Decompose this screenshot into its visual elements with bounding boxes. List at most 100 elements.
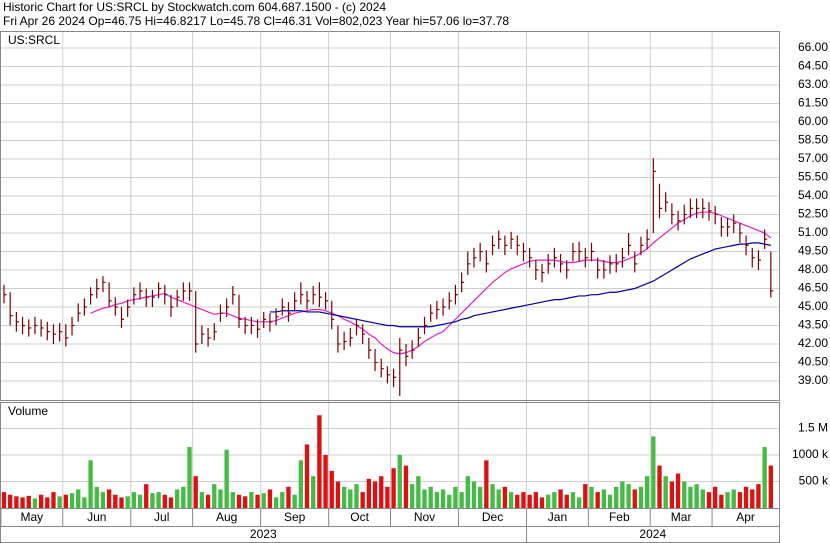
x-tick-label: Jan	[548, 510, 567, 524]
x-tick-label: Apr	[736, 510, 755, 524]
volume-bar	[317, 415, 322, 508]
volume-bar	[360, 492, 365, 508]
volume-bar	[533, 492, 538, 508]
grid-layer	[0, 32, 779, 508]
volume-bar	[515, 494, 520, 508]
x-tick-label: Aug	[216, 510, 237, 524]
volume-bar	[292, 494, 297, 508]
y-tick-label: 45.00	[798, 299, 828, 313]
volume-bar	[323, 455, 328, 508]
volume-bar	[663, 476, 668, 508]
volume-bar	[26, 495, 31, 508]
volume-bar	[1, 492, 7, 508]
volume-bar	[8, 494, 13, 508]
volume-bar	[589, 486, 594, 508]
volume-bar	[280, 492, 285, 508]
y-tick-label: 52.50	[798, 207, 828, 221]
volume-bar	[564, 494, 569, 508]
volume-bar	[422, 489, 427, 508]
y-tick-label: 66.00	[798, 40, 828, 54]
volume-bar	[156, 492, 161, 508]
volume-bar	[218, 489, 223, 508]
volume-bar	[113, 494, 118, 508]
volume-bar	[539, 497, 545, 508]
x-tick-label: Jun	[87, 510, 106, 524]
volume-bar	[168, 497, 174, 508]
volume-bar	[403, 465, 409, 508]
volume-bar	[205, 494, 211, 508]
volume-bar	[644, 476, 650, 508]
y-tick-label: 51.00	[798, 225, 828, 239]
volume-bar	[632, 489, 637, 508]
volume-bar	[45, 497, 50, 508]
volume-bar	[131, 492, 137, 508]
volume-bar	[434, 492, 440, 508]
y-tick-label: 46.50	[798, 281, 828, 295]
volume-bar	[465, 476, 470, 508]
volume-bar	[286, 486, 291, 508]
volume-bar	[719, 494, 724, 508]
y-tick-label: 60.00	[798, 114, 828, 128]
volume-bar	[162, 494, 167, 508]
y-tick-label: 48.00	[798, 262, 828, 276]
volume-bar	[409, 484, 415, 508]
volume-bar	[14, 496, 19, 508]
x-tick-label: Mar	[671, 510, 692, 524]
volume-bar	[651, 436, 656, 508]
volume-bar	[391, 468, 396, 508]
y-tick-label: 42.00	[798, 336, 828, 350]
volume-bar	[750, 489, 755, 508]
volume-bar	[478, 486, 483, 508]
volume-bar	[379, 476, 384, 508]
volume-bar	[508, 492, 514, 508]
volume-bar	[32, 498, 38, 508]
volume-bar	[224, 449, 229, 508]
volume-bar	[348, 489, 353, 508]
volume-bar	[51, 492, 56, 508]
y-tick-label: 55.50	[798, 170, 828, 184]
volume-bar	[106, 489, 112, 508]
volume-bar	[267, 489, 273, 508]
x-tick-label: Feb	[609, 510, 630, 524]
y-tick-label: 57.00	[798, 151, 828, 165]
volume-tick-label: 500 k	[799, 474, 829, 488]
y-tick-label: 64.50	[798, 59, 828, 73]
y-tick-label: 39.00	[798, 373, 828, 387]
volume-bar	[181, 486, 186, 508]
volume-bar	[453, 486, 458, 508]
volume-bar	[700, 489, 705, 508]
volume-bar	[626, 484, 631, 508]
volume-bar	[682, 481, 687, 508]
volume-bar	[150, 493, 155, 508]
volume-bar	[119, 497, 124, 508]
x-tick-label: Sep	[284, 510, 306, 524]
y-tick-label: 63.00	[798, 77, 828, 91]
volume-bar	[546, 494, 551, 508]
volume-bar	[583, 484, 588, 508]
volume-bar	[193, 476, 198, 508]
volume-bar	[144, 484, 149, 508]
volume-bar	[243, 496, 248, 508]
volume-bar	[416, 476, 421, 508]
volume-bar	[366, 478, 372, 508]
volume-bar	[558, 489, 563, 508]
volume-bar	[595, 492, 600, 508]
volume-bar	[100, 492, 106, 508]
volume-bar	[688, 486, 693, 508]
volume-bar	[57, 496, 62, 508]
volume-bar	[570, 492, 576, 508]
x-tick-label: Jul	[154, 510, 169, 524]
volume-bar	[731, 489, 736, 508]
price-panel	[0, 31, 780, 401]
volume-bar	[397, 455, 402, 508]
volume-tick-label: 1.5 M	[798, 421, 828, 435]
volume-bar	[304, 444, 310, 508]
volume-bar	[620, 481, 625, 508]
x-tick-label: Nov	[414, 510, 435, 524]
header-line-2: Fri Apr 26 2024 Op=46.75 Hi=46.8217 Lo=4…	[3, 14, 509, 28]
volume-bar	[341, 486, 347, 508]
volume-bar	[261, 493, 266, 508]
volume-bar	[657, 465, 662, 508]
volume-bar	[527, 494, 532, 508]
